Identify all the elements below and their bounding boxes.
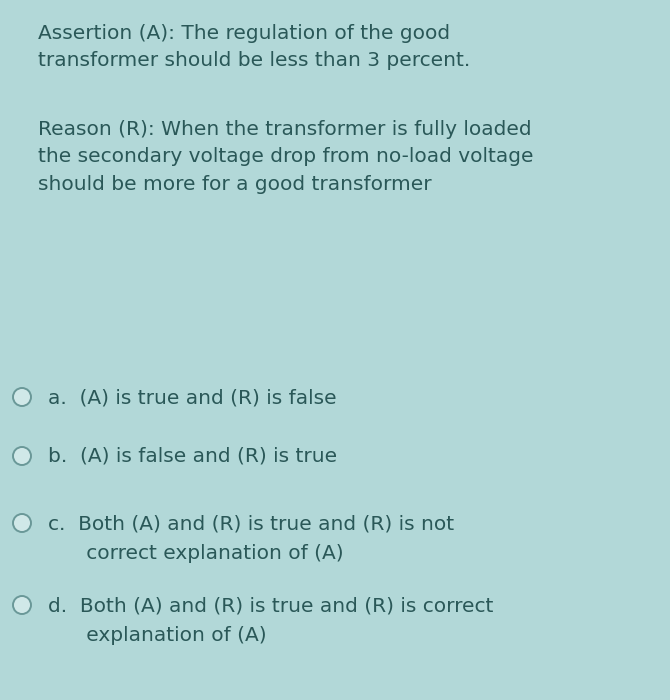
Text: Reason (R): When the transformer is fully loaded
the secondary voltage drop from: Reason (R): When the transformer is full… — [38, 120, 533, 193]
Text: b.  (A) is false and (R) is true: b. (A) is false and (R) is true — [48, 447, 337, 466]
Circle shape — [13, 514, 31, 532]
Text: d.  Both (A) and (R) is true and (R) is correct: d. Both (A) and (R) is true and (R) is c… — [48, 596, 493, 615]
Text: Assertion (A): The regulation of the good
transformer should be less than 3 perc: Assertion (A): The regulation of the goo… — [38, 24, 470, 70]
Circle shape — [13, 447, 31, 465]
Circle shape — [13, 596, 31, 614]
Text: c.  Both (A) and (R) is true and (R) is not: c. Both (A) and (R) is true and (R) is n… — [48, 514, 454, 533]
Text: a.  (A) is true and (R) is false: a. (A) is true and (R) is false — [48, 388, 336, 407]
Text: explanation of (A): explanation of (A) — [48, 626, 267, 645]
Text: correct explanation of (A): correct explanation of (A) — [48, 544, 344, 563]
Circle shape — [13, 388, 31, 406]
